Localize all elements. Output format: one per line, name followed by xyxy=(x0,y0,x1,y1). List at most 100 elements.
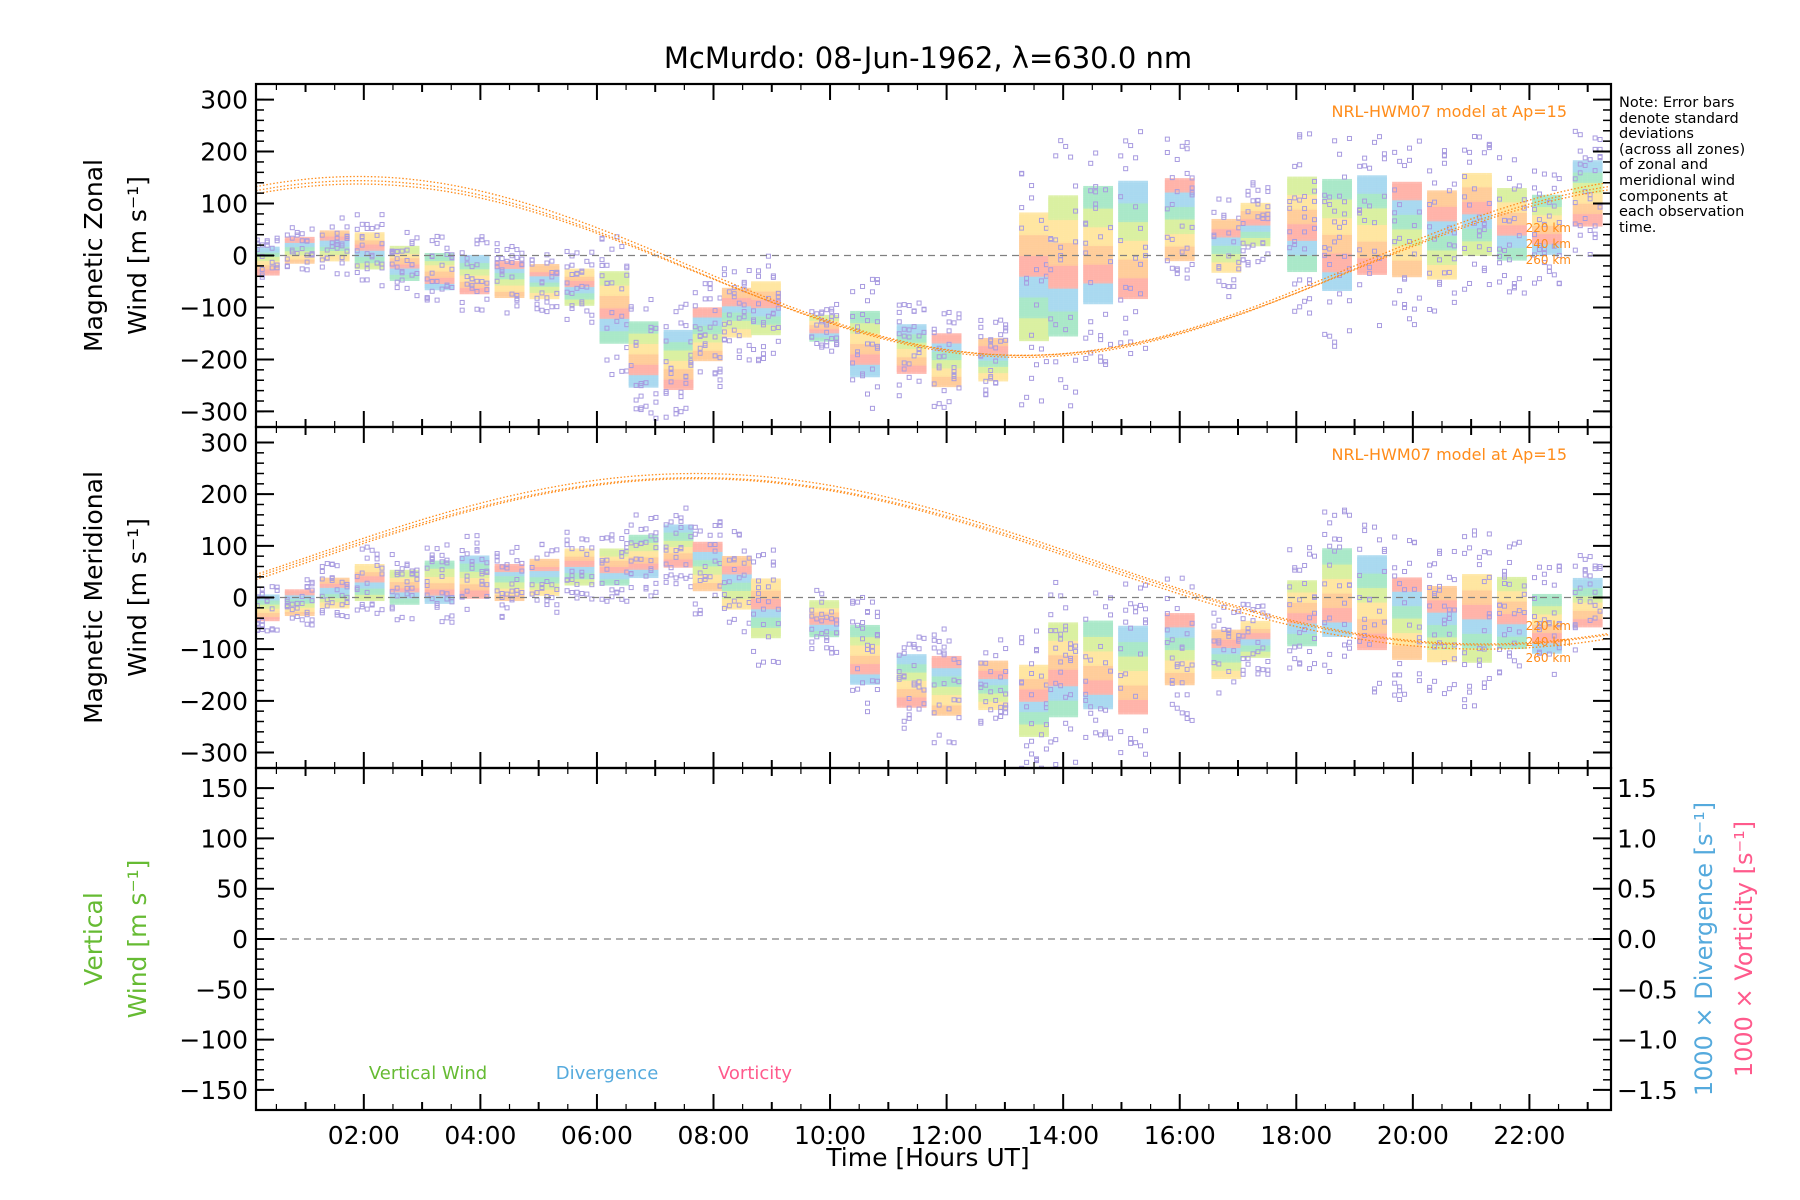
data-marker xyxy=(712,313,718,318)
data-marker xyxy=(717,317,723,322)
data-marker xyxy=(809,331,815,336)
data-marker xyxy=(628,321,634,326)
data-marker xyxy=(1038,243,1044,248)
data-marker xyxy=(1103,192,1109,197)
error-bar-marker xyxy=(663,359,669,365)
data-marker xyxy=(1024,270,1030,275)
data-marker xyxy=(1098,287,1104,292)
error-bar-marker xyxy=(619,368,625,374)
data-marker xyxy=(1038,299,1044,304)
data-marker xyxy=(1169,238,1175,243)
data-marker xyxy=(751,312,757,317)
data-marker xyxy=(269,250,275,255)
data-marker xyxy=(1043,283,1049,288)
data-marker xyxy=(439,259,445,264)
data-marker xyxy=(721,310,727,315)
error-bar-marker xyxy=(983,387,989,393)
data-marker xyxy=(374,265,380,270)
data-marker xyxy=(1053,234,1059,239)
observation-column xyxy=(256,235,280,280)
data-marker xyxy=(770,287,776,292)
data-marker xyxy=(712,330,718,335)
data-marker xyxy=(1068,216,1074,221)
data-marker xyxy=(628,342,634,347)
error-bar-marker xyxy=(663,324,669,330)
data-marker xyxy=(731,310,737,315)
data-marker xyxy=(604,335,610,340)
data-marker xyxy=(359,263,365,268)
error-bar-marker xyxy=(474,262,480,268)
data-marker xyxy=(697,323,703,328)
data-marker xyxy=(1063,286,1069,291)
data-marker xyxy=(1029,249,1035,254)
error-bar-marker xyxy=(896,309,902,315)
error-bar-marker xyxy=(609,372,615,378)
error-bar-marker xyxy=(1003,325,1009,331)
data-marker xyxy=(1034,320,1040,325)
data-marker xyxy=(1073,261,1079,266)
data-marker xyxy=(1088,215,1094,220)
data-marker xyxy=(1128,224,1134,229)
data-marker xyxy=(1088,254,1094,259)
data-marker xyxy=(429,267,435,272)
data-marker xyxy=(604,339,610,344)
data-marker xyxy=(1118,214,1124,219)
data-marker xyxy=(1108,219,1114,224)
data-marker xyxy=(1169,232,1175,237)
data-marker xyxy=(736,291,742,296)
data-marker xyxy=(1138,226,1144,231)
data-marker xyxy=(399,277,405,282)
data-marker xyxy=(751,331,757,336)
data-marker xyxy=(434,259,440,264)
data-marker xyxy=(860,313,866,318)
data-marker xyxy=(643,329,649,334)
data-marker xyxy=(712,338,718,343)
data-marker xyxy=(1068,263,1074,268)
data-marker xyxy=(459,271,465,276)
data-marker xyxy=(1053,274,1059,279)
data-marker xyxy=(599,302,605,307)
data-marker xyxy=(554,295,560,300)
data-marker xyxy=(1093,287,1099,292)
data-marker xyxy=(1029,243,1035,248)
error-bar-marker xyxy=(1118,153,1124,159)
error-bar-marker xyxy=(444,251,450,257)
data-marker xyxy=(1164,228,1170,233)
data-marker xyxy=(1083,237,1089,242)
data-marker xyxy=(1019,335,1025,340)
data-marker xyxy=(643,350,649,355)
data-marker xyxy=(549,295,555,300)
data-marker xyxy=(1043,326,1049,331)
data-marker xyxy=(1038,237,1044,242)
error-bar-marker xyxy=(663,389,669,395)
data-marker xyxy=(717,332,723,337)
data-marker xyxy=(424,280,430,285)
data-marker xyxy=(1053,265,1059,270)
data-marker xyxy=(1043,266,1049,271)
data-marker xyxy=(702,348,708,353)
data-marker xyxy=(1093,277,1099,282)
data-marker xyxy=(1128,282,1134,287)
data-marker xyxy=(814,329,820,334)
data-marker xyxy=(746,289,752,294)
data-marker xyxy=(864,350,870,355)
data-marker xyxy=(1073,278,1079,283)
data-marker xyxy=(643,364,649,369)
data-marker xyxy=(1043,262,1049,267)
error-bar-marker xyxy=(993,380,999,386)
data-marker xyxy=(1093,248,1099,253)
error-bar-marker xyxy=(760,344,766,350)
data-marker xyxy=(663,371,669,376)
data-marker xyxy=(604,337,610,342)
data-marker xyxy=(1024,233,1030,238)
data-marker xyxy=(424,273,430,278)
data-marker xyxy=(1063,209,1069,214)
data-marker xyxy=(1068,330,1074,335)
data-marker xyxy=(504,294,510,299)
data-marker xyxy=(1138,209,1144,214)
data-marker xyxy=(717,323,723,328)
data-marker xyxy=(721,304,727,309)
data-marker xyxy=(717,328,723,333)
data-marker xyxy=(1108,283,1114,288)
data-marker xyxy=(1128,182,1134,187)
